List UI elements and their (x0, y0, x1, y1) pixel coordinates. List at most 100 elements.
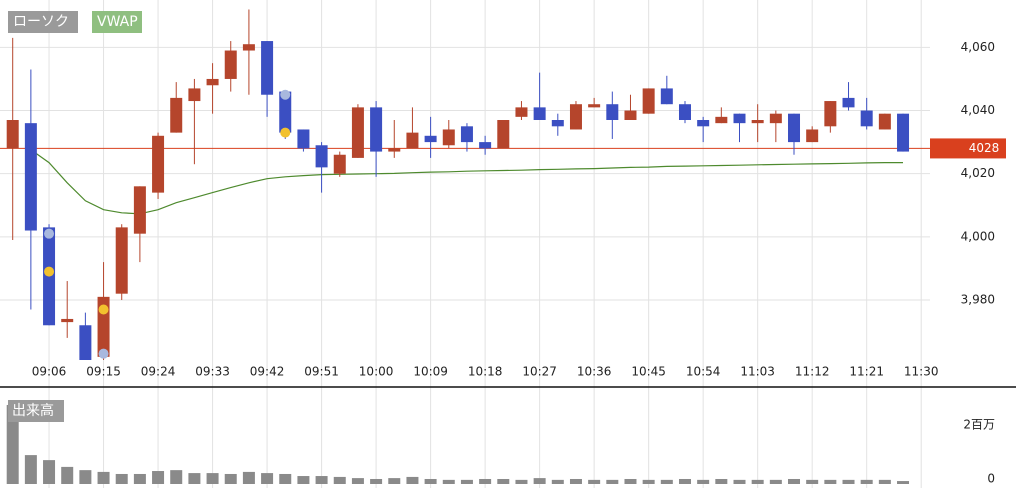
pane-title: 出来高 (12, 402, 54, 419)
legend-item (8, 11, 78, 33)
legend-label: ローソク (13, 14, 69, 30)
candle-body (333, 154, 346, 174)
candle-body (24, 123, 37, 231)
volume-bar (61, 466, 74, 484)
volume-bar (697, 479, 710, 484)
candle-body (6, 120, 19, 149)
volume-bar (424, 478, 437, 484)
volume-bar (79, 470, 92, 484)
volume-bar (406, 476, 419, 484)
volume-bar (660, 479, 673, 484)
x-tick-label: 10:09 (413, 365, 448, 379)
candle-body (242, 44, 255, 51)
volume-bar (624, 478, 637, 484)
x-tick-label: 11:30 (904, 365, 939, 379)
candle-body (842, 97, 855, 108)
candle-body (152, 135, 165, 193)
candle-body (860, 110, 873, 127)
candle-body (370, 107, 383, 152)
volume-bar (224, 473, 237, 484)
volume-bar (715, 478, 728, 484)
x-tick-label: 09:24 (141, 365, 176, 379)
x-tick-label: 09:06 (32, 365, 67, 379)
volume-bar (170, 470, 183, 484)
legend-item (92, 11, 142, 33)
candle-body (206, 78, 219, 86)
candle-body (224, 50, 237, 79)
volume-bar (279, 473, 292, 484)
volume-bar (370, 478, 383, 484)
volume-bar (6, 404, 19, 484)
candle-body (460, 126, 473, 143)
candle-body (315, 145, 328, 168)
candle-body (133, 186, 146, 234)
y-tick-label: 4,060 (961, 40, 995, 54)
volume-bar (24, 455, 37, 484)
candle-body (697, 120, 710, 127)
volume-bar (115, 473, 128, 484)
candle-body (569, 104, 582, 130)
volume-bar (678, 478, 691, 484)
candle-body (678, 104, 691, 120)
candle-body (551, 120, 564, 127)
x-tick-label: 11:12 (795, 365, 830, 379)
volume-bar (897, 481, 910, 484)
volume-bar (43, 460, 56, 484)
volume-bar (842, 479, 855, 484)
x-tick-label: 10:27 (522, 365, 557, 379)
signal-marker (280, 89, 291, 100)
candle-body (660, 88, 673, 105)
signal-marker (44, 266, 55, 277)
volume-bar (497, 478, 510, 484)
volume-bar (152, 471, 165, 484)
candle-body (806, 129, 819, 143)
candle-body (297, 129, 310, 149)
x-tick-label: 09:33 (195, 365, 230, 379)
volume-bar (261, 473, 274, 484)
volume-bar (333, 476, 346, 484)
candle-body (533, 107, 546, 120)
signal-marker (44, 228, 55, 239)
y-tick-label: 2百万 (963, 418, 995, 432)
volume-bar (188, 473, 201, 484)
candle-body (878, 113, 891, 130)
candle-body (79, 325, 92, 360)
candle-body (442, 129, 455, 146)
signal-marker (98, 348, 109, 359)
volume-bar (824, 479, 837, 484)
candle-body (261, 41, 274, 95)
y-tick-label: 4,040 (961, 103, 995, 117)
volume-bar (606, 479, 619, 484)
candle-body (624, 110, 637, 120)
y-tick-label: 4,020 (961, 166, 995, 180)
y-tick-label: 3,980 (961, 293, 995, 307)
candle-body (733, 113, 746, 124)
volume-bar (388, 478, 401, 484)
candle-body (406, 132, 419, 149)
candle-body (715, 116, 728, 124)
volume-bar (860, 479, 873, 484)
volume-bar (515, 479, 528, 484)
volume-bar (551, 479, 564, 484)
candle-body (424, 135, 437, 143)
x-tick-label: 11:21 (849, 365, 884, 379)
y-tick-label: 4,000 (961, 229, 995, 243)
volume-bar (315, 476, 328, 484)
candle-body (479, 142, 492, 149)
volume-bar (588, 479, 601, 484)
volume-bar (751, 479, 764, 484)
x-tick-label: 09:15 (86, 365, 121, 379)
volume-bar (878, 479, 891, 484)
candle-body (515, 107, 528, 117)
candle-body (497, 120, 510, 149)
volume-bar (533, 478, 546, 484)
candle-body (751, 120, 764, 124)
candle-body (824, 101, 837, 127)
volume-bar (460, 479, 473, 484)
volume-bar (97, 471, 110, 484)
x-tick-label: 10:54 (686, 365, 721, 379)
last-price-box (930, 138, 1006, 159)
candle-body (642, 88, 655, 114)
x-tick-label: 10:00 (359, 365, 394, 379)
candle-body (115, 227, 128, 294)
